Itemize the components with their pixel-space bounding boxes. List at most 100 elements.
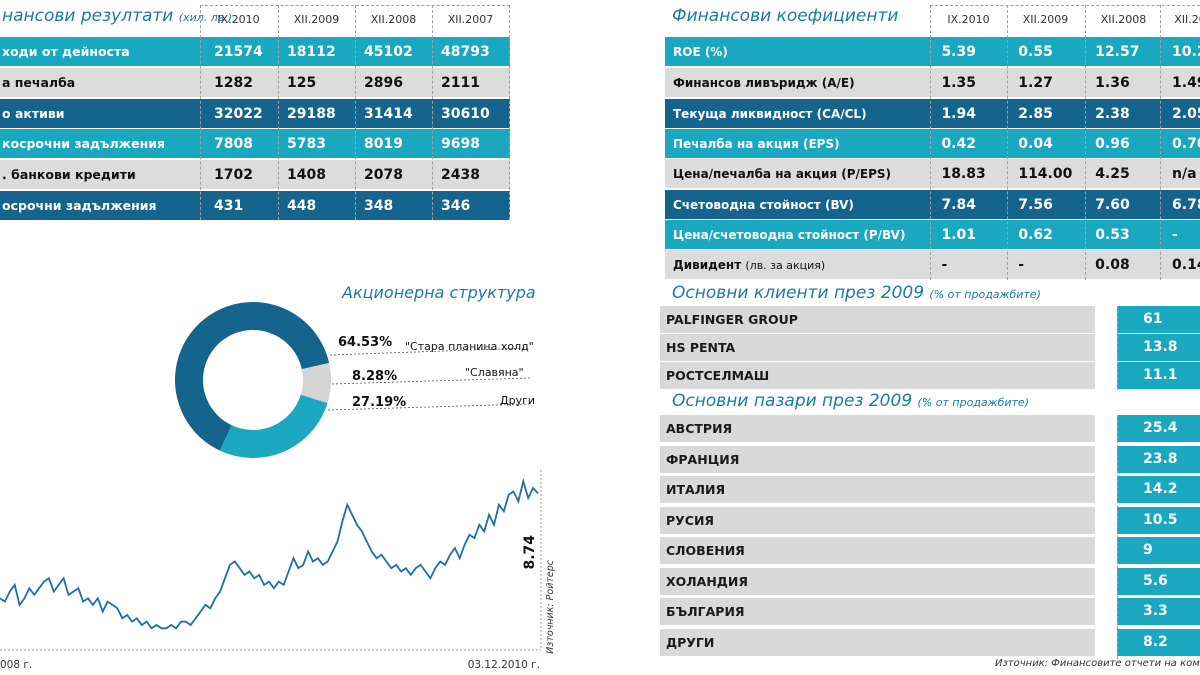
ratios-cell: 0.53 [1095, 226, 1130, 243]
markets-name: РУСИЯ [660, 506, 1095, 534]
markets-title: Основни пазари през 2009 (% от продажбит… [672, 391, 1029, 411]
fin-results-cell: 2078 [364, 166, 403, 183]
ratios-cell: 0.14 [1172, 256, 1200, 273]
fin-results-cell: 2438 [441, 166, 480, 183]
clients-name: PALFINGER GROUP [660, 306, 1095, 333]
fin-results-cell: 5783 [287, 135, 326, 152]
fin-results-cell: 448 [287, 197, 317, 214]
donut-leader-line [329, 347, 531, 356]
ratios-row: Текуща ликвидност (CA/CL) 1.94 2.85 2.38 2.0… [665, 99, 1200, 128]
clients-value: 11.1 [1117, 362, 1200, 389]
ratios-row-label: ROE (%) [665, 45, 929, 59]
fin-results-row-label: косрочни задължения [2, 136, 166, 151]
ratios-cell: - [1172, 226, 1178, 243]
markets-value: 14.2 [1117, 476, 1200, 503]
fin-results-cell: 125 [287, 74, 317, 91]
fin-results-cell: 8019 [364, 135, 403, 152]
markets-value: 25.4 [1117, 415, 1200, 442]
donut-name-label: Други [500, 394, 535, 407]
ratios-col-header: XII.20 [1174, 13, 1200, 26]
fin-results-cell: 45102 [364, 43, 413, 60]
ratios-row: Дивидент (лв. за акция)--0.080.14 [665, 250, 1200, 279]
ratios-row-label: Цена/счетоводна стойност (P/BV) [665, 228, 929, 242]
shareholder-donut-chart: 64.53% "Стара планина холд" 8.28% "Славяна"… [175, 302, 535, 458]
markets-value: 23.8 [1117, 445, 1200, 473]
ratios-cell: 1.01 [941, 226, 977, 243]
fin-results-cell: 32022 [214, 105, 263, 122]
markets-name: СЛОВЕНИЯ [660, 537, 1095, 564]
markets-value: 3.3 [1117, 598, 1200, 625]
fin-results-cell: 2896 [364, 74, 403, 91]
ratios-row: Счетоводна стойност (BV) 7.84 7.56 7.60 6.78 [665, 190, 1200, 219]
fin-results-title: нансови резултати (хил. лв.) [2, 6, 233, 26]
markets-name: ФРАНЦИЯ [660, 445, 1095, 473]
donut-slice [219, 394, 328, 458]
ratios-cell: 5.39 [941, 43, 976, 60]
ratios-cell: 0.70 [1172, 135, 1200, 152]
stock-source: Източник: Ройтерс [545, 559, 556, 654]
markets-name: АВСТРИЯ [660, 415, 1095, 442]
fin-results-row-label: о активи [2, 106, 65, 121]
donut-percent-label: 27.19% [352, 395, 406, 410]
clients-value: 13.8 [1117, 334, 1200, 361]
markets-row: ДРУГИ 8.2 [660, 628, 1200, 656]
stock-price-chart: 8.74 Източник: Ройтерс 008 г. 03.12.2010 г. [0, 470, 556, 671]
fin-results-cell: 9698 [441, 135, 480, 152]
fin-results-cell: 30610 [441, 105, 490, 122]
ratios-row-label-text: Печалба на акция (EPS) [673, 136, 840, 151]
fin-results-cell: 1702 [214, 166, 253, 183]
ratios-cell: 0.08 [1095, 256, 1130, 273]
fin-results-cell: 21574 [214, 43, 263, 60]
markets-row: ХОЛАНДИЯ 5.6 [660, 567, 1200, 595]
ratios-cell: 4.25 [1095, 165, 1130, 182]
ratios-row-label-text: ROE (%) [673, 44, 728, 59]
fin-results-cell: 2111 [441, 74, 480, 91]
ratios-cell: 2.38 [1095, 105, 1130, 122]
markets-name: БЪЛГАРИЯ [660, 598, 1095, 625]
ratios-row-label-text: Цена/счетоводна стойност (P/BV) [673, 227, 906, 242]
fin-results-cell: 1408 [287, 166, 326, 183]
ratios-row-label: Текуща ликвидност (CA/CL) [665, 107, 929, 121]
ratios-cell: 114.00 [1018, 165, 1073, 182]
ratios-cell: 7.56 [1018, 196, 1053, 213]
ratios-row: Финансов ливъридж (A/E) 1.35 1.27 1.36 1.49 [665, 68, 1200, 97]
fin-results-cell: 1282 [214, 74, 253, 91]
ratios-col-header: IX.2010 [947, 13, 990, 26]
fin-results-row: о активи 32022 29188 31414 30610 [0, 99, 510, 128]
markets-name: ИТАЛИЯ [660, 476, 1095, 503]
ratios-cell: 2.05 [1172, 105, 1200, 122]
ratios-row: Цена/счетоводна стойност (P/BV) 1.01 0.62 0… [665, 220, 1200, 249]
ratios-cell: 0.55 [1018, 43, 1053, 60]
ratios-row-label-text: Счетоводна стойност (BV) [673, 197, 854, 212]
fin-results-cell: 31414 [364, 105, 413, 122]
ratios-row-label: Печалба на акция (EPS) [665, 137, 929, 151]
ratios-row: Цена/печалба на акция (P/EPS) 18.83 114.00… [665, 159, 1200, 188]
ratios-cell: 2.85 [1018, 105, 1053, 122]
markets-row: БЪЛГАРИЯ 3.3 [660, 598, 1200, 625]
markets-row: ИТАЛИЯ 14.2 [660, 476, 1200, 503]
clients-row: HS PENTA 13.8 [660, 334, 1200, 361]
donut-leader-line [327, 403, 531, 411]
fin-results-cell: 18112 [287, 43, 336, 60]
fin-results-cell: 431 [214, 197, 244, 214]
stock-price-line [0, 477, 539, 630]
markets-value: 5.6 [1117, 567, 1200, 595]
markets-row: СЛОВЕНИЯ 9 [660, 537, 1200, 564]
ratios-cell: 1.35 [941, 74, 976, 91]
markets-value: 10.5 [1117, 506, 1200, 534]
clients-row: РОСТСЕЛМАШ 11.1 [660, 362, 1200, 389]
ratios-cell: 7.60 [1095, 196, 1130, 213]
fin-results-row-label: ходи от дейноста [2, 44, 130, 59]
ratios-cell: 12.57 [1095, 43, 1140, 60]
donut-slice [175, 302, 330, 451]
fin-results-row-label: а печалба [2, 75, 76, 90]
fin-results-cell: 48793 [441, 43, 490, 60]
fin-results-cell: 348 [364, 197, 394, 214]
markets-value: 8.2 [1117, 628, 1200, 656]
ratios-cell: 1.49 [1172, 74, 1200, 91]
fin-results-row: . банкови кредити 1702 1408 2078 2438 [0, 160, 510, 189]
ratios-row-label-text: Дивидент [673, 257, 742, 272]
source-note: Източник: Финансовите отчети на комп [995, 658, 1200, 669]
fin-results-cell: 346 [441, 197, 471, 214]
ratios-row-label: Счетоводна стойност (BV) [665, 198, 929, 212]
